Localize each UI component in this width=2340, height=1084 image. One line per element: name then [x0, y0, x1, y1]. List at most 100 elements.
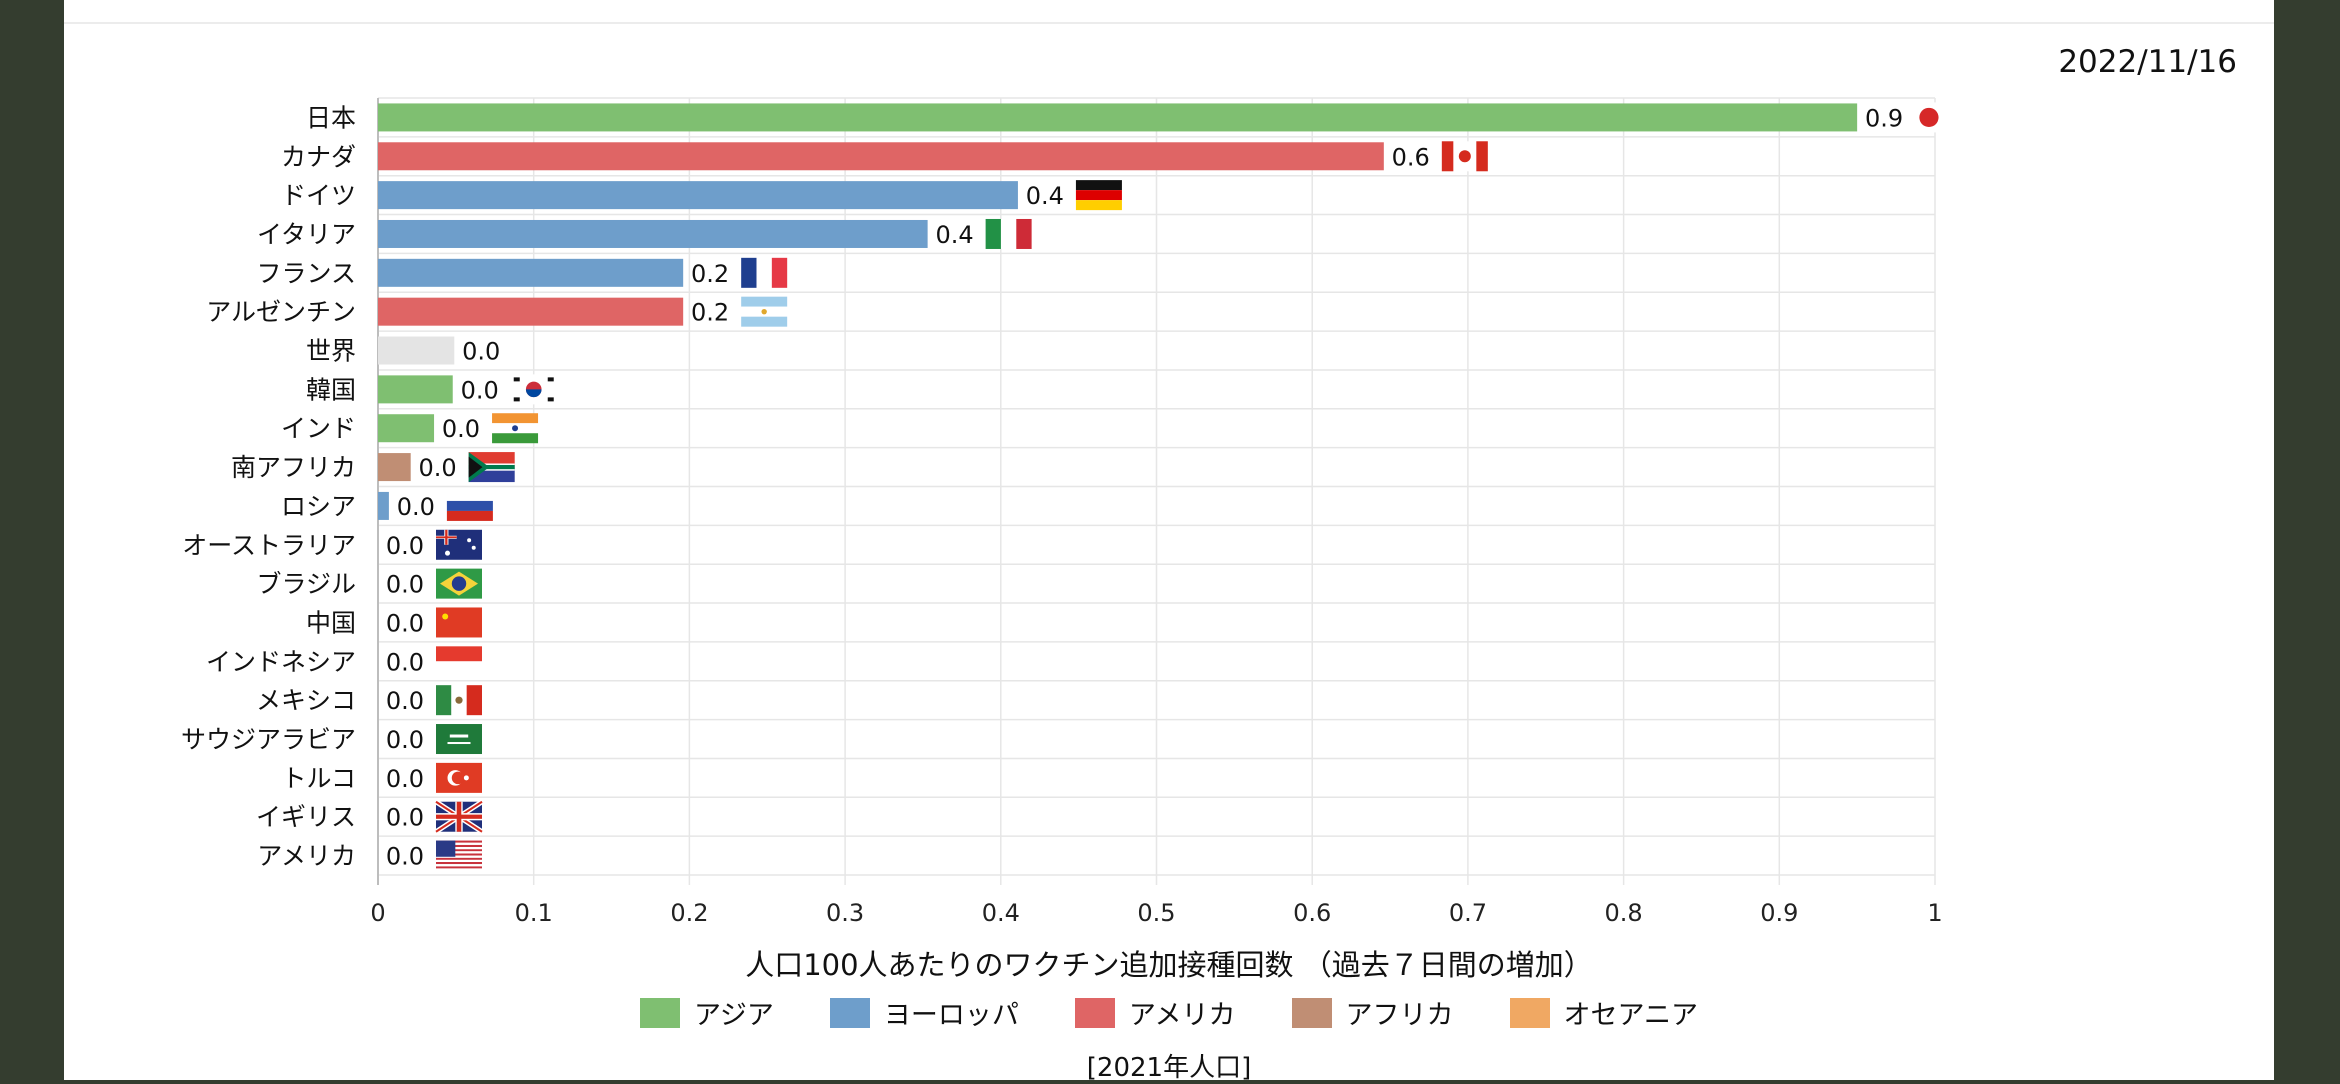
legend-item: アジア	[639, 993, 774, 1032]
category-label: イタリア	[257, 220, 356, 249]
value-label: 0.0	[386, 571, 424, 599]
indonesia-flag-icon	[436, 646, 482, 677]
value-label: 0.0	[397, 493, 435, 521]
x-tick-label: 1	[1927, 899, 1942, 927]
legend-label: アフリカ	[1345, 1000, 1454, 1031]
legend-item: アメリカ	[1074, 993, 1236, 1032]
bar	[378, 181, 1018, 210]
legend-item: アフリカ	[1291, 993, 1454, 1032]
x-tick-label: 0	[370, 899, 385, 927]
legend-swatch	[1291, 997, 1332, 1028]
category-label: フランス	[256, 259, 356, 288]
value-label: 0.9	[1865, 104, 1903, 132]
south-africa-flag-icon	[468, 452, 515, 483]
legend-item: ヨーロッパ	[829, 993, 1019, 1032]
value-label: 0.0	[419, 454, 457, 482]
x-axis-title: 人口100人あたりのワクチン追加接種回数 （過去７日間の増加）	[745, 948, 1593, 982]
value-label: 0.4	[1026, 182, 1064, 210]
canada-flag-icon	[1441, 141, 1488, 172]
top-divider	[64, 22, 2274, 24]
category-label: サウジアラビア	[181, 725, 356, 754]
italy-flag-icon	[985, 218, 1032, 249]
bar	[378, 258, 684, 287]
value-label: 0.0	[442, 415, 480, 443]
x-tick-label: 0.7	[1449, 899, 1487, 927]
japan-flag-icon	[1915, 102, 1943, 133]
bar	[378, 414, 435, 443]
india-flag-icon	[492, 413, 539, 444]
legend-label: オセアニア	[1563, 1000, 1699, 1031]
value-label: 0.0	[386, 687, 424, 715]
date-label: 2022/11/16	[2058, 44, 2237, 80]
saudi-arabia-flag-icon	[436, 724, 482, 755]
bar	[378, 453, 411, 482]
usa-flag-icon	[436, 840, 482, 871]
category-label: 中国	[306, 608, 356, 637]
category-label: イギリス	[256, 803, 356, 832]
category-label: アルゼンチン	[206, 298, 356, 327]
bar	[378, 375, 453, 404]
russia-flag-icon	[446, 490, 493, 521]
category-label: 南アフリカ	[231, 453, 356, 482]
x-tick-label: 0.6	[1293, 899, 1331, 927]
category-label: インドネシア	[206, 647, 356, 676]
mexico-flag-icon	[436, 685, 482, 716]
x-tick-label: 0.1	[515, 899, 553, 927]
bar-chart: 0 0.1 0.2 0.3 0.4 0.5 0.6 0.7 0.8 0.9 1 日本 0.9 カナダ 0.6…	[181, 97, 1943, 927]
legend: アジア ヨーロッパ アメリカ アフリカ オセアニア	[64, 993, 2274, 1032]
argentina-flag-icon	[741, 296, 788, 327]
france-flag-icon	[741, 257, 788, 288]
bar	[378, 491, 389, 520]
value-label: 0.6	[1392, 143, 1430, 171]
turkey-flag-icon	[436, 762, 482, 793]
legend-swatch	[639, 997, 680, 1028]
category-label: 日本	[306, 103, 356, 132]
category-label: ブラジル	[256, 570, 356, 599]
legend-swatch	[1074, 997, 1115, 1028]
bar	[378, 142, 1384, 171]
legend-label: ヨーロッパ	[883, 1000, 1019, 1031]
category-label: ドイツ	[281, 181, 356, 210]
value-label: 0.4	[935, 221, 973, 249]
brazil-flag-icon	[436, 568, 482, 599]
china-flag-icon	[436, 607, 482, 638]
x-tick-label: 0.9	[1760, 899, 1798, 927]
category-label: メキシコ	[256, 686, 356, 715]
value-label: 0.0	[386, 765, 424, 793]
legend-label: アメリカ	[1128, 1000, 1236, 1031]
bar	[378, 103, 1858, 132]
value-label: 0.0	[386, 843, 424, 871]
category-label: オーストラリア	[182, 531, 356, 560]
x-tick-label: 0.3	[826, 899, 864, 927]
legend-swatch	[829, 997, 870, 1028]
value-label: 0.2	[691, 299, 729, 327]
legend-label: アジア	[693, 1000, 774, 1031]
x-tick-label: 0.5	[1137, 899, 1175, 927]
value-label: 0.0	[386, 609, 424, 637]
value-label: 0.0	[386, 726, 424, 754]
bar	[378, 297, 684, 326]
x-tick-label: 0.4	[982, 899, 1020, 927]
uk-flag-icon	[434, 799, 484, 834]
category-label: 世界	[306, 337, 356, 366]
category-label: アメリカ	[257, 842, 356, 871]
value-label: 0.0	[386, 532, 424, 560]
legend-item: オセアニア	[1509, 993, 1699, 1032]
bar	[378, 336, 455, 365]
category-label: トルコ	[281, 764, 356, 793]
value-label: 0.0	[462, 338, 500, 366]
bar	[378, 219, 928, 248]
australia-flag-icon	[436, 529, 482, 560]
germany-flag-icon	[1075, 180, 1122, 211]
value-label: 0.2	[691, 260, 729, 288]
category-label: カナダ	[281, 142, 356, 171]
x-tick-label: 0.8	[1605, 899, 1643, 927]
legend-swatch	[1509, 997, 1550, 1028]
category-label: インド	[281, 414, 356, 443]
chart-panel: 2022/11/16 0 0.1 0.2 0.3 0.4 0.5 0.6 0.7 0.8 0.9 1…	[64, 0, 2274, 1083]
x-tick-label: 0.2	[670, 899, 708, 927]
population-note: [2021年人口]	[1086, 1053, 1252, 1083]
value-label: 0.0	[386, 648, 424, 676]
category-label: ロシア	[281, 492, 356, 521]
korea-flag-icon	[510, 374, 557, 405]
